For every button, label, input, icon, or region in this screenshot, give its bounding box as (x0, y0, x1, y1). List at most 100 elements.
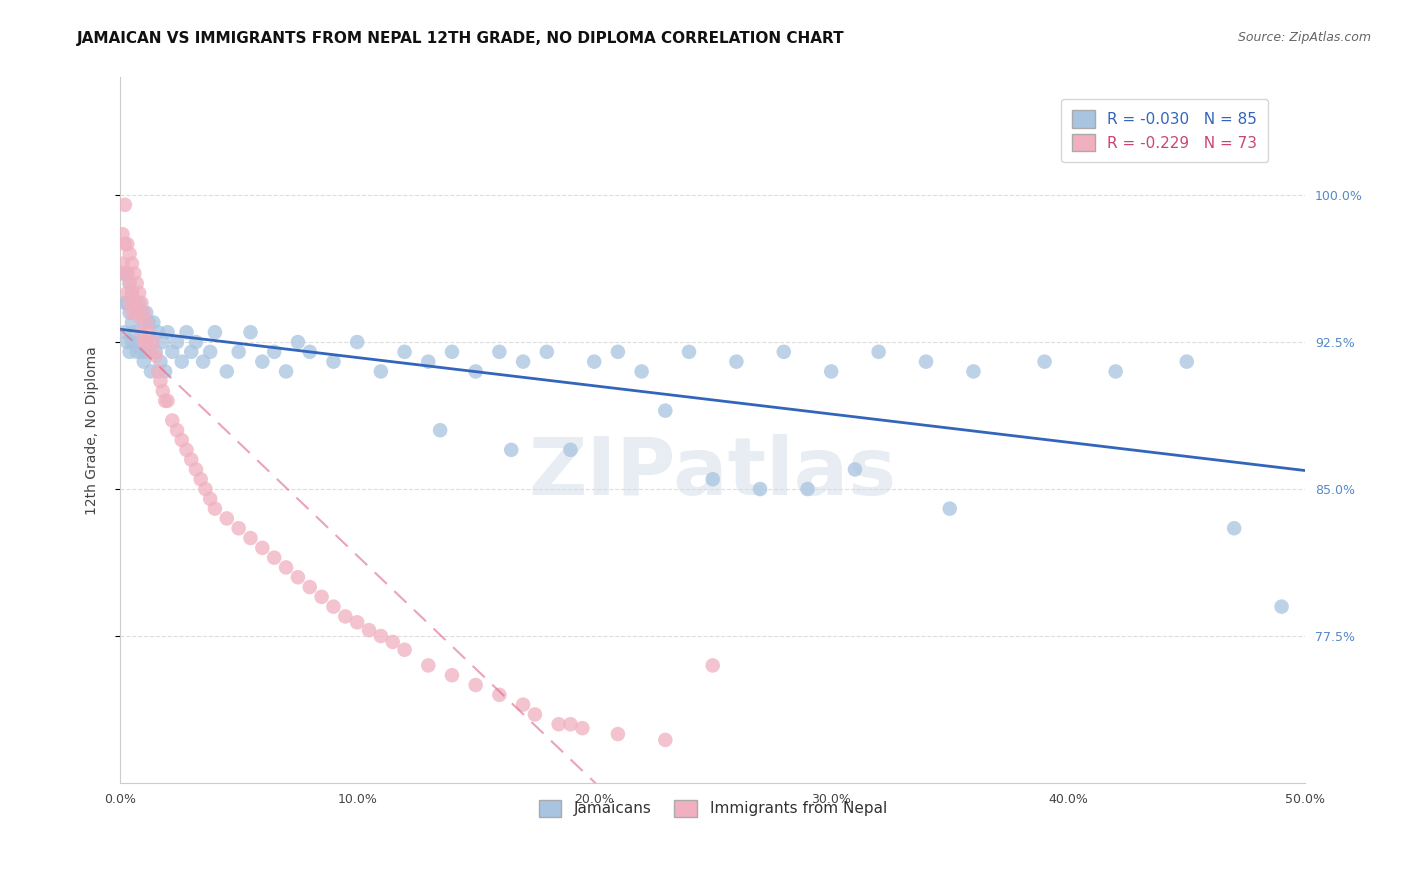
Point (132, 305, 155, 319)
Point (228, 521, 250, 535)
Point (418, 658, 440, 673)
Point (131, 344, 153, 359)
Point (153, 364, 176, 378)
Point (128, 296, 150, 310)
Point (125, 277, 148, 291)
Point (394, 344, 416, 359)
Point (252, 354, 274, 368)
Point (124, 296, 146, 310)
Point (322, 354, 344, 368)
Point (124, 325, 146, 339)
Point (117, 296, 139, 310)
Point (118, 305, 141, 319)
Point (114, 325, 136, 339)
Point (962, 364, 984, 378)
Point (606, 344, 628, 359)
Point (118, 247, 141, 261)
Point (335, 609, 357, 624)
Point (287, 334, 309, 349)
Point (488, 344, 510, 359)
Point (117, 237, 139, 252)
Point (121, 286, 143, 301)
Point (630, 364, 652, 378)
Point (125, 305, 148, 319)
Point (184, 334, 207, 349)
Point (523, 707, 546, 722)
Point (654, 403, 676, 417)
Point (346, 334, 368, 349)
Point (152, 334, 174, 349)
Point (146, 325, 169, 339)
Point (749, 482, 772, 496)
Point (121, 286, 143, 301)
Point (252, 541, 274, 555)
Point (153, 393, 176, 408)
Point (298, 580, 321, 594)
Point (121, 334, 143, 349)
Point (370, 364, 392, 378)
Point (190, 472, 212, 486)
Point (156, 393, 179, 408)
Point (166, 334, 188, 349)
Point (111, 267, 134, 281)
Point (1033, 354, 1056, 368)
Point (170, 354, 193, 368)
Point (111, 257, 134, 271)
Point (135, 315, 157, 329)
Point (215, 511, 238, 525)
Point (135, 305, 157, 319)
Point (200, 344, 222, 359)
Point (118, 277, 141, 291)
Point (128, 310, 150, 324)
Point (1271, 599, 1294, 614)
Point (180, 344, 202, 359)
Point (702, 472, 724, 486)
Point (464, 678, 486, 692)
Y-axis label: 12th Grade, No Diploma: 12th Grade, No Diploma (86, 346, 100, 515)
Point (488, 688, 510, 702)
Point (346, 615, 368, 630)
Text: ZIPatlas: ZIPatlas (529, 434, 897, 512)
Point (571, 721, 593, 735)
Point (135, 344, 157, 359)
Point (128, 334, 150, 349)
Point (117, 334, 139, 349)
Text: Source: ZipAtlas.com: Source: ZipAtlas.com (1237, 31, 1371, 45)
Point (287, 570, 309, 584)
Point (139, 344, 162, 359)
Point (124, 267, 146, 281)
Point (176, 442, 198, 457)
Point (180, 452, 202, 467)
Point (125, 305, 148, 319)
Point (111, 227, 134, 242)
Point (915, 354, 938, 368)
Text: JAMAICAN VS IMMIGRANTS FROM NEPAL 12TH GRADE, NO DIPLOMA CORRELATION CHART: JAMAICAN VS IMMIGRANTS FROM NEPAL 12TH G… (77, 31, 845, 46)
Point (844, 462, 866, 476)
Point (820, 364, 842, 378)
Point (118, 296, 141, 310)
Point (678, 344, 700, 359)
Point (381, 635, 404, 649)
Point (204, 325, 226, 339)
Point (536, 344, 558, 359)
Point (370, 629, 392, 643)
Point (121, 257, 143, 271)
Point (239, 531, 262, 545)
Point (117, 267, 139, 281)
Point (132, 315, 155, 329)
Point (1223, 521, 1246, 535)
Point (215, 364, 238, 378)
Point (114, 198, 136, 212)
Point (702, 658, 724, 673)
Point (118, 277, 141, 291)
Point (142, 334, 165, 349)
Point (124, 296, 146, 310)
Point (131, 296, 153, 310)
Point (654, 733, 676, 747)
Point (418, 354, 440, 368)
Point (239, 325, 262, 339)
Point (117, 286, 139, 301)
Point (170, 433, 193, 447)
Point (131, 305, 153, 319)
Point (204, 501, 226, 516)
